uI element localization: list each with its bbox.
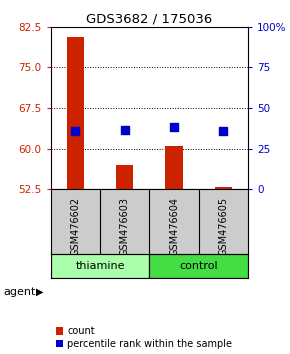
Point — [172, 124, 176, 130]
Point — [73, 129, 78, 134]
Bar — [67, 38, 84, 189]
Text: ▶: ▶ — [36, 287, 44, 297]
Point — [122, 127, 127, 132]
Bar — [215, 187, 232, 189]
Title: GDS3682 / 175036: GDS3682 / 175036 — [86, 12, 213, 25]
Text: thiamine: thiamine — [75, 261, 125, 271]
Bar — [116, 165, 133, 189]
Bar — [149, 254, 248, 278]
Text: agent: agent — [3, 287, 35, 297]
Text: control: control — [179, 261, 218, 271]
Text: GSM476603: GSM476603 — [120, 197, 130, 256]
Text: GSM476605: GSM476605 — [218, 197, 228, 256]
Bar — [165, 146, 183, 189]
Legend: count, percentile rank within the sample: count, percentile rank within the sample — [56, 326, 232, 349]
Text: GSM476602: GSM476602 — [70, 197, 80, 256]
Bar — [51, 254, 149, 278]
Point — [221, 128, 226, 133]
Text: GSM476604: GSM476604 — [169, 197, 179, 256]
